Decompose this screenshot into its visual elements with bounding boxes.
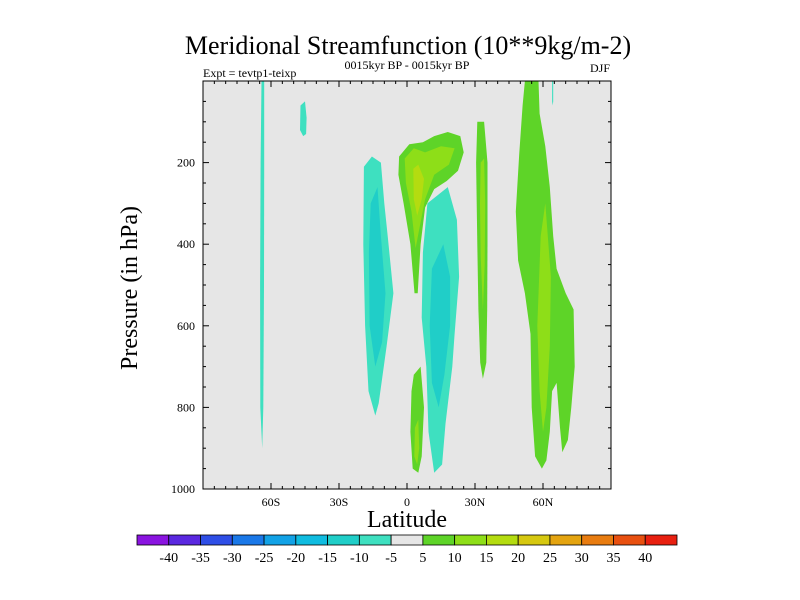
colorbar-label: -15 [318,551,337,566]
colorbar-label: -40 [159,551,178,566]
colorbar-swatch [454,534,487,546]
colorbar-label: -35 [191,551,210,566]
colorbar-label: 30 [575,551,589,566]
colorbar-swatch [613,534,646,546]
colorbar-label: 40 [638,551,652,566]
colorbar: -40 -35 -30 -25 -20 -15 -10 -5 5 10 15 20 25 30 35 40 [136,534,678,566]
contour-cell-65s-negative [260,81,265,449]
colorbar-swatch [327,534,360,546]
colorbar-swatch [581,534,614,546]
colorbar-swatch [358,534,392,546]
chart-title: Meridional Streamfunction (10**9kg/m-2) [185,31,631,60]
colorbar-swatch [644,534,678,546]
y-tick-label: 400 [177,237,195,251]
colorbar-swatch [263,534,297,546]
chart-subtitle-right: DJF [590,61,610,75]
colorbar-label: 25 [543,551,557,566]
y-tick-label: 600 [177,319,195,333]
chart-subtitle-left: Expt = tevtp1-teixp [203,66,296,80]
colorbar-label: 5 [419,551,426,566]
contour-cell-30n-positive-inner [480,158,486,310]
contour-cell-55n-positive-inner [537,203,551,432]
x-tick-label: 60S [262,495,281,509]
x-tick-label: 30S [330,495,349,509]
colorbar-swatch [390,534,424,546]
colorbar-swatch [549,534,583,546]
colorbar-swatch [168,534,201,546]
colorbar-label: -20 [286,551,305,566]
colorbar-label: 15 [479,551,493,566]
y-tick-label: 200 [177,156,195,170]
contour-cell-5n-positive-core [413,164,424,216]
colorbar-label: 35 [606,551,620,566]
x-tick-label: 0 [404,495,410,509]
contour-cell-10n-negative-inner [429,244,451,408]
x-tick-label: 60N [533,495,554,509]
colorbar-swatch [200,534,233,546]
colorbar-swatch [517,534,551,546]
contour-cell-60n-negative-sliver [552,81,554,106]
contour-cell-0-positive-low-core [414,419,420,465]
contour-cell-15s-negative-inner [368,187,386,367]
x-axis-title: Latitude [367,507,447,533]
chart-subtitle-center: 0015kyr BP - 0015kyr BP [345,58,470,72]
y-axis-ticks: 200 400 600 800 1000 [171,80,611,496]
contour-cell-0-positive-low [410,366,424,473]
x-axis-ticks: 60S 30S 0 30N 60N [202,81,612,509]
colorbar-label: -5 [385,551,397,566]
y-tick-label: 800 [177,400,195,414]
colorbar-label: -30 [223,551,242,566]
colorbar-label: 20 [511,551,525,566]
y-axis-title: Pressure (in hPa) [117,206,143,370]
colorbar-swatch [231,534,265,546]
colorbar-swatch [295,534,328,546]
x-tick-label: 30N [465,495,486,509]
colorbar-swatch [422,534,456,546]
colorbar-label: 10 [448,551,462,566]
contour-cell-45s-negative [300,101,307,137]
colorbar-label: -25 [255,551,274,566]
y-tick-label: 1000 [171,482,195,496]
colorbar-swatch [486,534,519,546]
colorbar-label: -10 [350,551,369,566]
contour-regions [260,81,575,473]
colorbar-swatch [136,534,170,546]
